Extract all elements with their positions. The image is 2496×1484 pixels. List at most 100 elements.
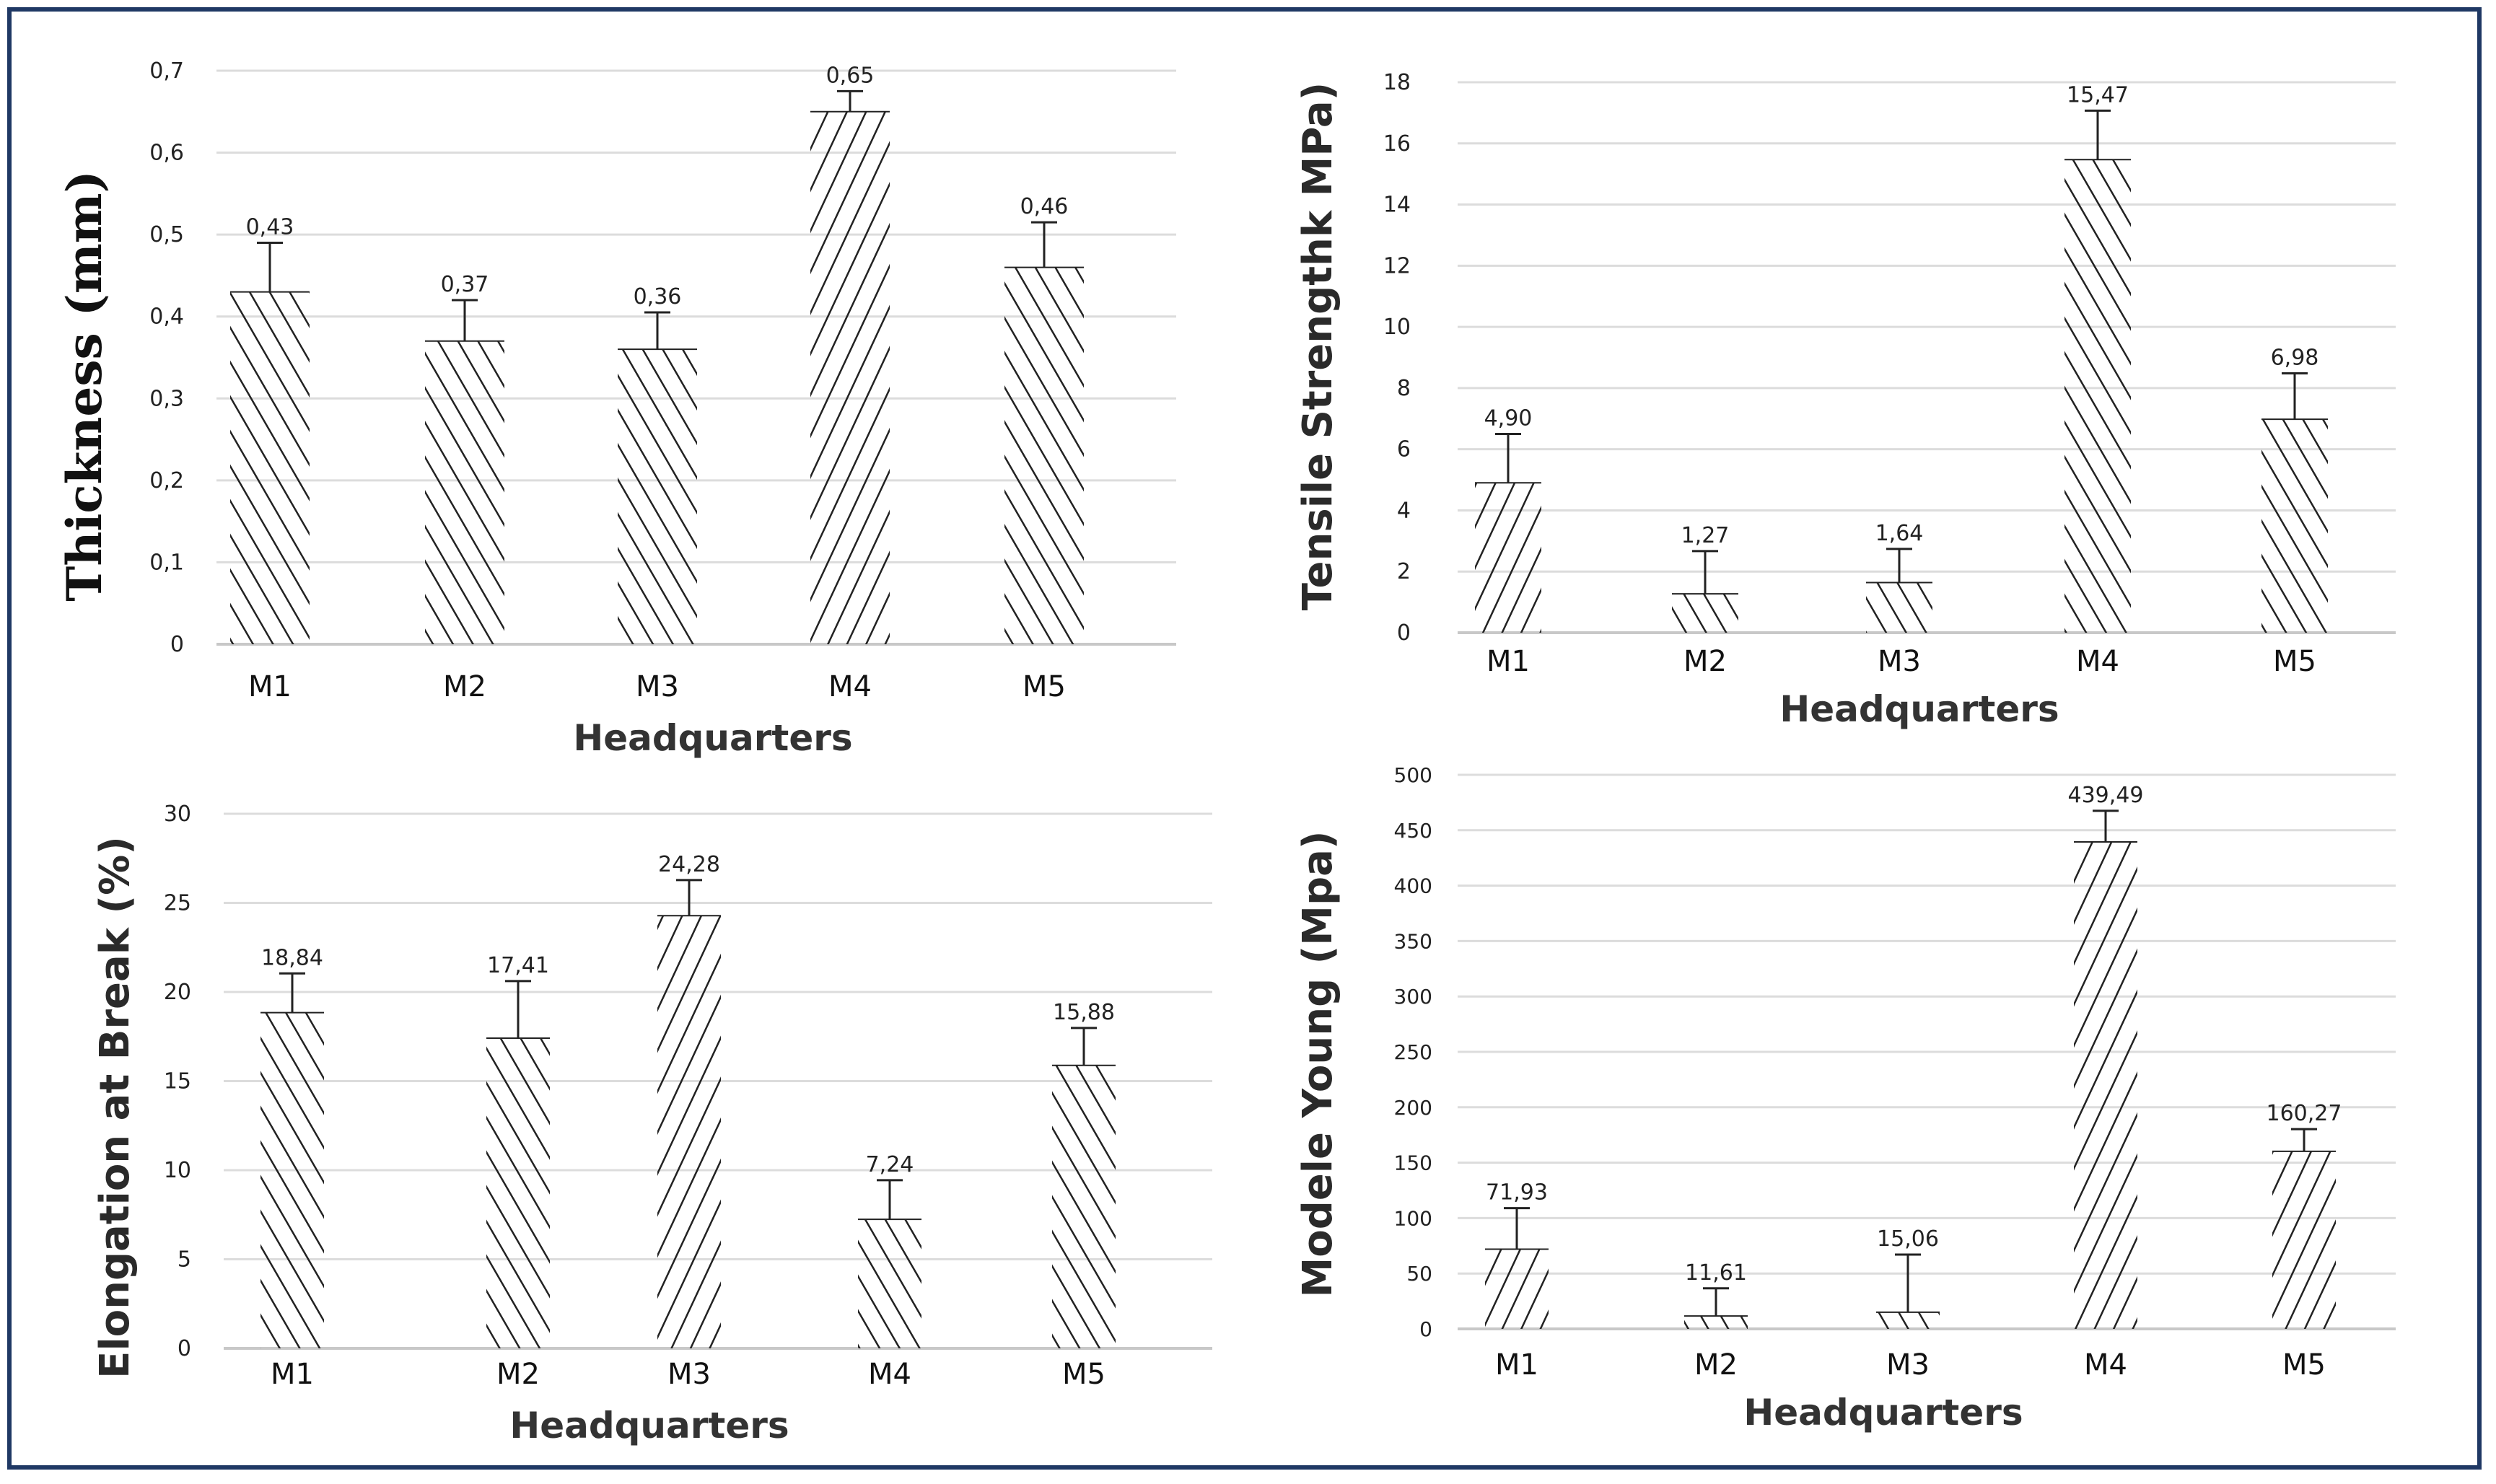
x-tick-label: M1 [1486, 645, 1530, 678]
y-tick-label: 0,6 [149, 141, 184, 166]
data-label: 24,28 [658, 852, 720, 877]
data-label: 15,06 [1877, 1226, 1939, 1252]
x-tick-label: M1 [1495, 1348, 1538, 1382]
data-label: 0,65 [826, 63, 875, 88]
x-tick-label: M4 [2076, 645, 2119, 678]
y-tick-label: 20 [164, 980, 191, 1005]
bar-m5 [1004, 267, 1084, 645]
bar-m3 [1866, 582, 1932, 633]
data-label: 0,36 [634, 284, 682, 309]
bar-m3 [657, 916, 721, 1348]
data-label: 0,46 [1020, 194, 1069, 219]
bar-m5 [2272, 1151, 2336, 1329]
bar-m4 [810, 111, 890, 645]
x-tick-label: M3 [1886, 1348, 1930, 1382]
x-tick-label: M3 [667, 1358, 711, 1391]
bar-m3 [618, 349, 697, 644]
y-tick-label: 0,1 [149, 550, 184, 575]
y-tick-label: 25 [164, 891, 191, 916]
bar-m5 [2261, 419, 2328, 633]
x-tick-label: M3 [1878, 645, 1921, 678]
bar-m2 [486, 1037, 550, 1348]
y-tick-label: 0 [170, 632, 184, 657]
x-tick-label: M5 [2282, 1348, 2326, 1382]
y-tick-label: 16 [1383, 131, 1411, 157]
x-tick-label: M5 [1062, 1358, 1105, 1391]
y-axis-title: Elongation at Break (%) [92, 836, 139, 1379]
y-tick-label: 18 [1383, 70, 1411, 95]
x-tick-label: M4 [2084, 1348, 2127, 1382]
bar-m2 [1672, 594, 1738, 633]
data-label: 15,88 [1053, 1000, 1115, 1025]
bar-m2 [1684, 1316, 1748, 1329]
data-label: 17,41 [487, 953, 549, 978]
y-tick-label: 0 [1419, 1317, 1432, 1341]
x-tick-label: M2 [1694, 1348, 1738, 1382]
y-tick-label: 10 [1383, 315, 1411, 340]
bar-m3 [1876, 1312, 1940, 1329]
y-tick-label: 15 [164, 1069, 191, 1094]
bar-m1 [230, 291, 310, 644]
y-tick-label: 30 [164, 802, 191, 827]
tensile-strength-chart: 0 2 4 6 8 10 12 14 16 18 4,90 M1 1,27 M2 1,64 M3 15,47 M4… [1295, 70, 2396, 730]
x-axis-title: Headquarters [573, 717, 852, 759]
x-tick-label: M4 [828, 670, 872, 703]
x-tick-label: M5 [2273, 645, 2316, 678]
data-label: 18,84 [261, 945, 323, 970]
young-modulus-chart: 0 50 100 150 200 250 300 350 400 450 500 71,93 M1 11,… [1295, 763, 2396, 1433]
y-tick-label: 0,5 [149, 222, 184, 247]
x-tick-label: M2 [443, 670, 486, 703]
x-tick-label: M4 [868, 1358, 911, 1391]
x-tick-label: M3 [636, 670, 679, 703]
y-tick-label: 300 [1394, 985, 1432, 1009]
y-tick-label: 6 [1397, 437, 1411, 462]
x-axis-title: Headquarters [1779, 688, 2059, 730]
x-axis-title: Headquarters [1743, 1392, 2023, 1433]
data-label: 160,27 [2267, 1101, 2342, 1126]
data-label: 0,43 [246, 215, 294, 240]
y-tick-label: 50 [1406, 1262, 1432, 1286]
y-tick-label: 5 [178, 1247, 191, 1273]
data-label: 15,47 [2067, 82, 2129, 107]
bar-m1 [260, 1012, 324, 1348]
y-tick-label: 0,4 [149, 304, 184, 330]
data-label: 7,24 [866, 1152, 914, 1177]
y-tick-label: 400 [1394, 874, 1432, 898]
data-label: 1,27 [1681, 523, 1730, 548]
y-tick-label: 150 [1394, 1151, 1432, 1175]
data-label: 11,61 [1685, 1260, 1747, 1286]
bar-m1 [1485, 1249, 1549, 1329]
y-tick-label: 200 [1394, 1096, 1432, 1120]
y-tick-label: 450 [1394, 819, 1432, 843]
x-tick-label: M1 [248, 670, 292, 703]
data-label: 4,90 [1484, 405, 1533, 431]
y-axis-title: Thickness (mm) [56, 170, 113, 601]
x-tick-label: M5 [1023, 670, 1066, 703]
y-axis-title: Modele Young (Mpa) [1295, 831, 1341, 1298]
y-tick-label: 350 [1394, 929, 1432, 953]
y-tick-label: 8 [1397, 376, 1411, 401]
y-tick-label: 2 [1397, 559, 1411, 584]
elongation-chart: 0 5 10 15 20 25 30 18,84 M1 17,41 M2 24,28 M3 7,24 M4 1… [92, 802, 1212, 1446]
x-tick-label: M2 [1683, 645, 1727, 678]
bar-m5 [1052, 1065, 1116, 1348]
bar-m4 [2064, 159, 2131, 633]
y-tick-label: 10 [164, 1158, 191, 1183]
y-tick-label: 0,7 [149, 58, 184, 84]
data-label: 439,49 [2068, 783, 2144, 808]
y-tick-label: 0,3 [149, 386, 184, 411]
data-label: 6,98 [2271, 346, 2319, 371]
data-label: 0,37 [441, 272, 489, 297]
y-tick-label: 250 [1394, 1040, 1432, 1064]
x-tick-label: M1 [271, 1358, 314, 1391]
x-axis-title: Headquarters [509, 1405, 789, 1446]
bar-m4 [858, 1219, 921, 1348]
data-label: 1,64 [1875, 521, 1924, 546]
x-tick-label: M2 [496, 1358, 540, 1391]
y-tick-label: 14 [1383, 193, 1411, 218]
y-tick-label: 0,2 [149, 468, 184, 493]
y-tick-label: 0 [1397, 620, 1411, 646]
y-tick-label: 100 [1394, 1206, 1432, 1230]
bar-m4 [2074, 841, 2137, 1329]
